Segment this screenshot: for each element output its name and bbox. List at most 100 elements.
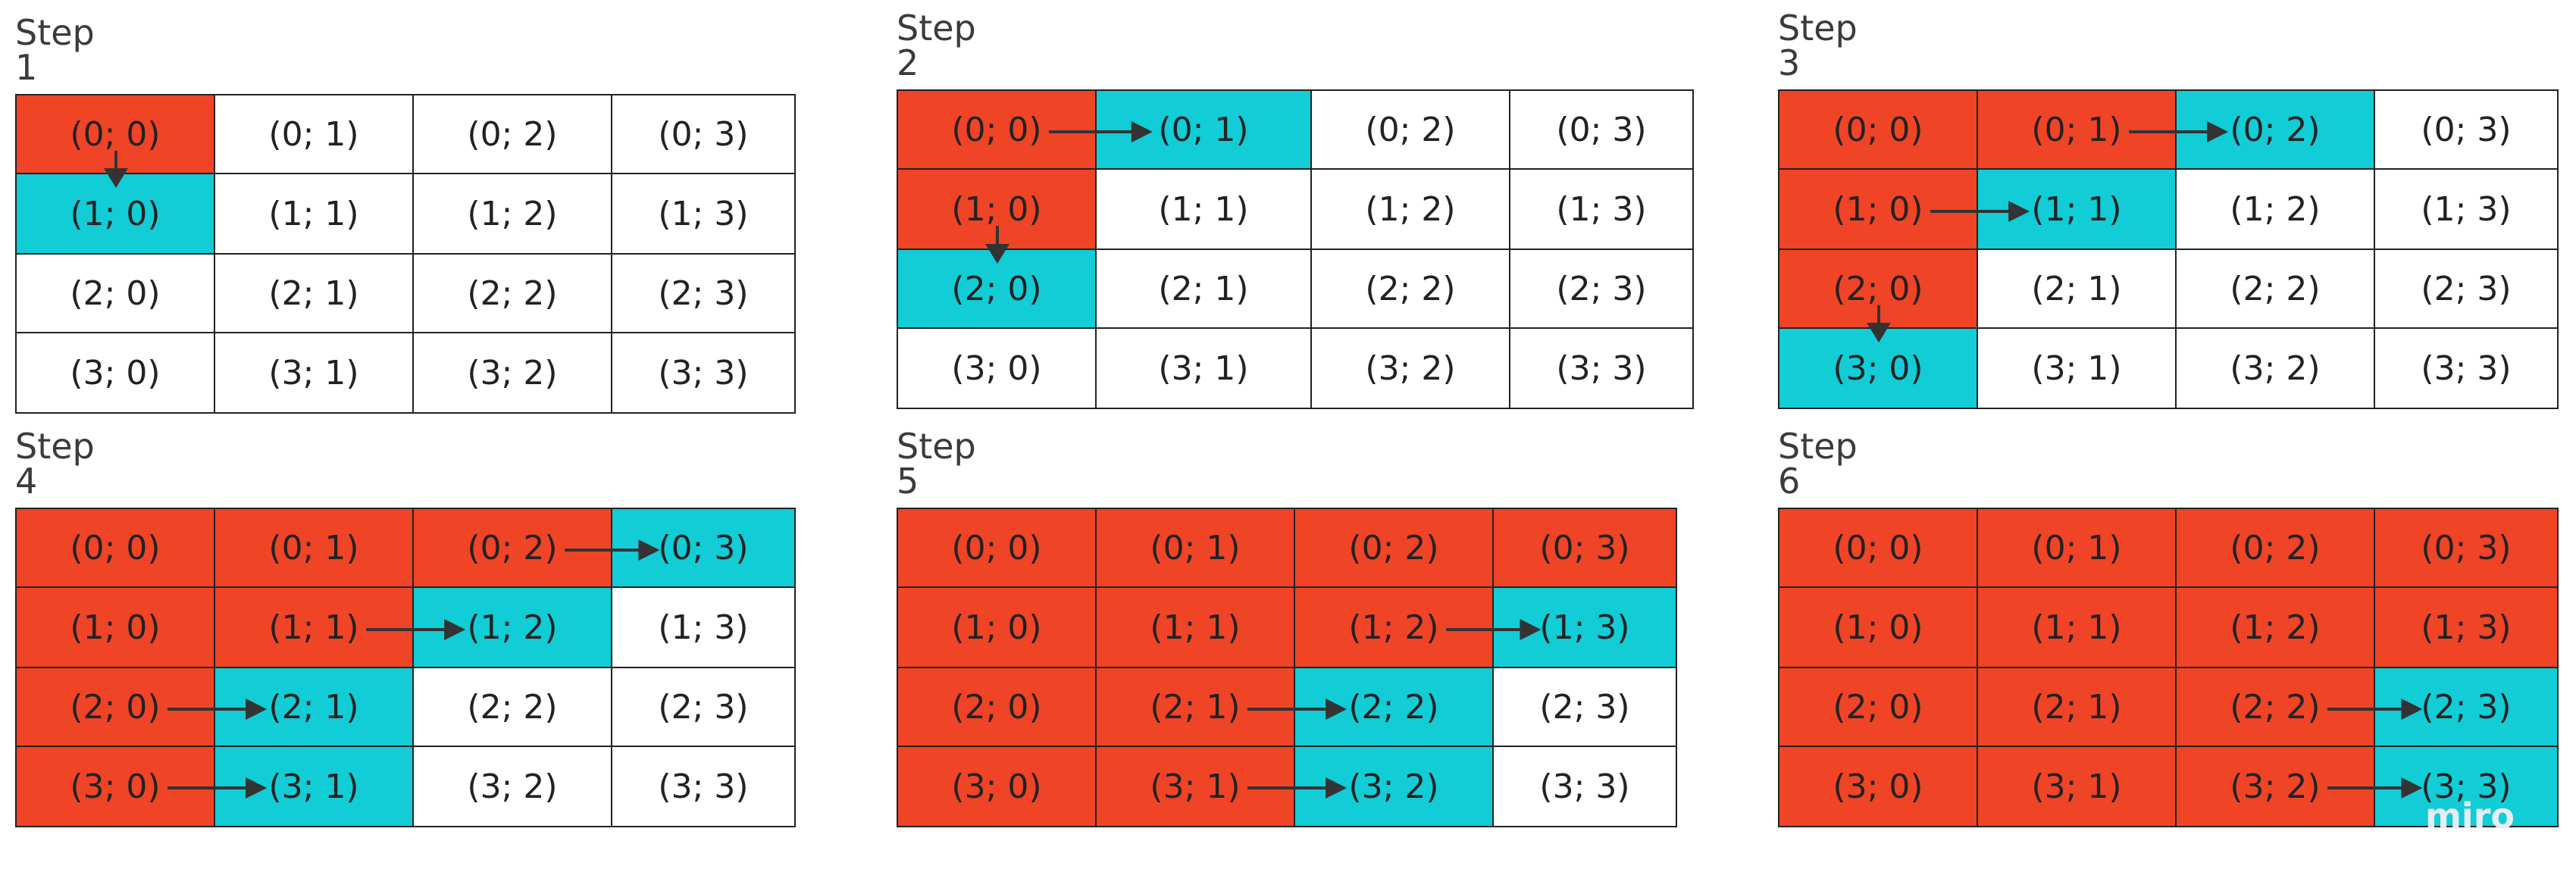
grid-cell-0-0: (0; 0) [17, 509, 215, 588]
miro-watermark: miro [2425, 796, 2515, 836]
grid-cell-3-0: (3; 0) [17, 333, 215, 412]
step-title: Step 1 [15, 12, 95, 88]
grid-cell-0-2: (0; 2) [414, 509, 612, 588]
grid-cell-2-0: (2; 0) [1779, 250, 1978, 329]
step-title: Step 3 [1778, 8, 1858, 83]
grid-cell-3-2: (3; 2) [414, 747, 612, 826]
grid-cell-1-1: (1; 1) [215, 174, 414, 255]
grid-cell-1-3: (1; 3) [1494, 588, 1676, 668]
grid-cell-0-1: (0; 1) [1978, 91, 2177, 170]
step-title: Step 6 [1778, 426, 1858, 502]
grid-cell-2-0: (2; 0) [1779, 668, 1978, 747]
grid-cell-3-1: (3; 1) [1097, 329, 1312, 408]
grid-cell-2-1: (2; 1) [1097, 668, 1295, 747]
grid-cell-1-3: (1; 3) [612, 588, 794, 668]
grid-cell-1-1: (1; 1) [1978, 170, 2177, 250]
coordinate-grid: (0; 0) (0; 1) (0; 2) (0; 3) (1; 0) (1; 1) (1; … [897, 508, 1677, 827]
grid-cell-3-2: (3; 2) [1295, 747, 1494, 826]
grid-cell-1-0: (1; 0) [17, 588, 215, 668]
grid-cell-3-1: (3; 1) [1978, 747, 2177, 826]
grid-cell-3-2: (3; 2) [2177, 329, 2375, 408]
grid-cell-3-2: (3; 2) [1312, 329, 1510, 408]
grid-cell-1-2: (1; 2) [2177, 588, 2375, 668]
grid-cell-3-0: (3; 0) [1779, 747, 1978, 826]
grid-cell-3-3: (3; 3) [612, 333, 794, 412]
grid-cell-2-1: (2; 1) [215, 255, 414, 333]
grid-cell-1-0: (1; 0) [898, 170, 1097, 250]
grid-cell-1-2: (1; 2) [1295, 588, 1494, 668]
grid-cell-2-3: (2; 3) [2375, 250, 2557, 329]
grid-cell-1-2: (1; 2) [2177, 170, 2375, 250]
grid-cell-2-0: (2; 0) [17, 668, 215, 747]
grid-cell-2-0: (2; 0) [898, 668, 1097, 747]
coordinate-grid: (0; 0) (0; 1) (0; 2) (0; 3) (1; 0) (1; 1) (1; … [1778, 89, 2559, 409]
grid-cell-2-3: (2; 3) [1494, 668, 1676, 747]
grid-cell-0-0: (0; 0) [17, 95, 215, 174]
grid-cell-1-3: (1; 3) [1510, 170, 1692, 250]
grid-cell-2-2: (2; 2) [1312, 250, 1510, 329]
grid-cell-1-2: (1; 2) [1312, 170, 1510, 250]
grid-cell-0-3: (0; 3) [1494, 509, 1676, 588]
grid-cell-0-3: (0; 3) [1510, 91, 1692, 170]
grid-cell-1-3: (1; 3) [612, 174, 794, 255]
grid-cell-1-0: (1; 0) [1779, 588, 1978, 668]
grid-cell-0-2: (0; 2) [1312, 91, 1510, 170]
grid-cell-0-2: (0; 2) [414, 95, 612, 174]
grid-cell-3-3: (3; 3) [2375, 329, 2557, 408]
grid-cell-3-0: (3; 0) [1779, 329, 1978, 408]
grid-cell-3-2: (3; 2) [414, 333, 612, 412]
coordinate-grid: (0; 0) (0; 1) (0; 2) (0; 3) (1; 0) (1; 1) (1; … [15, 94, 796, 414]
grid-cell-0-1: (0; 1) [1097, 509, 1295, 588]
grid-cell-2-1: (2; 1) [1978, 668, 2177, 747]
step-title: Step 5 [897, 426, 976, 502]
grid-cell-2-3: (2; 3) [612, 668, 794, 747]
grid-cell-0-1: (0; 1) [1978, 509, 2177, 588]
grid-cell-2-0: (2; 0) [17, 255, 215, 333]
grid-cell-0-0: (0; 0) [1779, 509, 1978, 588]
grid-cell-3-2: (3; 2) [2177, 747, 2375, 826]
grid-cell-3-3: (3; 3) [1510, 329, 1692, 408]
grid-cell-2-2: (2; 2) [2177, 668, 2375, 747]
grid-cell-1-1: (1; 1) [215, 588, 414, 668]
grid-cell-0-2: (0; 2) [2177, 509, 2375, 588]
step-title: Step 2 [897, 8, 976, 83]
grid-cell-0-0: (0; 0) [898, 509, 1097, 588]
grid-cell-2-2: (2; 2) [414, 255, 612, 333]
grid-cell-1-3: (1; 3) [2375, 170, 2557, 250]
grid-cell-0-0: (0; 0) [898, 91, 1097, 170]
grid-cell-3-1: (3; 1) [215, 333, 414, 412]
grid-cell-3-3: (3; 3) [1494, 747, 1676, 826]
grid-cell-2-1: (2; 1) [1978, 250, 2177, 329]
grid-cell-1-0: (1; 0) [1779, 170, 1978, 250]
grid-cell-3-0: (3; 0) [898, 329, 1097, 408]
grid-cell-1-3: (1; 3) [2375, 588, 2557, 668]
grid-cell-0-2: (0; 2) [2177, 91, 2375, 170]
grid-cell-2-2: (2; 2) [2177, 250, 2375, 329]
coordinate-grid: (0; 0) (0; 1) (0; 2) (0; 3) (1; 0) (1; 1) (1; … [1778, 508, 2559, 827]
grid-cell-3-3: (3; 3) [612, 747, 794, 826]
grid-cell-0-3: (0; 3) [612, 509, 794, 588]
grid-cell-2-3: (2; 3) [2375, 668, 2557, 747]
grid-cell-3-1: (3; 1) [1978, 329, 2177, 408]
grid-cell-1-1: (1; 1) [1097, 170, 1312, 250]
grid-cell-3-1: (3; 1) [1097, 747, 1295, 826]
coordinate-grid: (0; 0) (0; 1) (0; 2) (0; 3) (1; 0) (1; 1) (1; … [897, 89, 1694, 409]
grid-cell-0-1: (0; 1) [215, 509, 414, 588]
grid-cell-3-0: (3; 0) [898, 747, 1097, 826]
grid-cell-2-0: (2; 0) [898, 250, 1097, 329]
grid-cell-2-1: (2; 1) [1097, 250, 1312, 329]
grid-cell-3-0: (3; 0) [17, 747, 215, 826]
grid-cell-0-3: (0; 3) [2375, 91, 2557, 170]
grid-cell-3-1: (3; 1) [215, 747, 414, 826]
grid-cell-1-1: (1; 1) [1097, 588, 1295, 668]
grid-cell-1-2: (1; 2) [414, 174, 612, 255]
grid-cell-0-0: (0; 0) [1779, 91, 1978, 170]
grid-cell-1-1: (1; 1) [1978, 588, 2177, 668]
grid-cell-1-0: (1; 0) [17, 174, 215, 255]
grid-cell-0-3: (0; 3) [612, 95, 794, 174]
grid-cell-2-1: (2; 1) [215, 668, 414, 747]
grid-cell-2-2: (2; 2) [414, 668, 612, 747]
grid-cell-2-3: (2; 3) [612, 255, 794, 333]
grid-cell-2-3: (2; 3) [1510, 250, 1692, 329]
grid-cell-0-3: (0; 3) [2375, 509, 2557, 588]
